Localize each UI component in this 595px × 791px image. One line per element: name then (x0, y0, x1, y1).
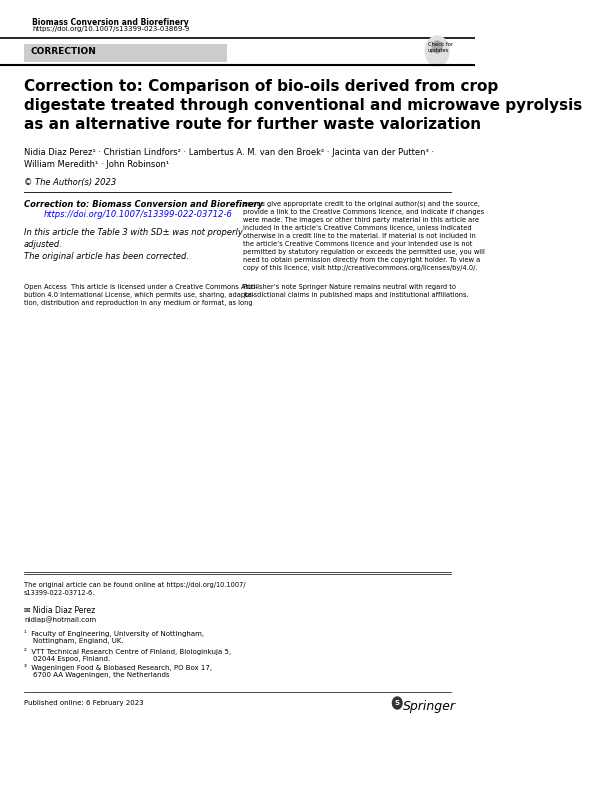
Text: CORRECTION: CORRECTION (30, 47, 96, 56)
Text: Correction to: Comparison of bio-oils derived from crop
digestate treated throug: Correction to: Comparison of bio-oils de… (24, 79, 582, 132)
Text: Published online: 6 February 2023: Published online: 6 February 2023 (24, 700, 143, 706)
Circle shape (425, 36, 449, 66)
Text: © The Author(s) 2023: © The Author(s) 2023 (24, 178, 116, 187)
Text: Nidia Diaz Perez¹ · Christian Lindfors² · Lambertus A. M. van den Broek² · Jacin: Nidia Diaz Perez¹ · Christian Lindfors² … (24, 148, 434, 168)
Text: ¹  Faculty of Engineering, University of Nottingham,
    Nottingham, England, UK: ¹ Faculty of Engineering, University of … (24, 630, 204, 645)
Text: Check for
updates: Check for updates (428, 42, 453, 53)
Text: Open Access  This article is licensed under a Creative Commons Attri-
bution 4.0: Open Access This article is licensed und… (24, 284, 258, 306)
Text: ✉ Nidia Diaz Perez: ✉ Nidia Diaz Perez (24, 606, 95, 615)
Text: ²  VTT Technical Research Centre of Finland, Biologinkuja 5,
    02044 Espoo, Fi: ² VTT Technical Research Centre of Finla… (24, 648, 231, 663)
Text: Springer: Springer (403, 700, 456, 713)
Text: Correction to: Biomass Conversion and Biorefinery: Correction to: Biomass Conversion and Bi… (24, 200, 263, 209)
Text: The original article has been corrected.: The original article has been corrected. (24, 252, 189, 261)
Text: The original article can be found online at https://doi.org/10.1007/: The original article can be found online… (24, 582, 246, 588)
Text: Biomass Conversion and Biorefinery: Biomass Conversion and Biorefinery (32, 18, 189, 27)
Text: ³  Wageningen Food & Biobased Research, PO Box 17,
    6700 AA Wageningen, the N: ³ Wageningen Food & Biobased Research, P… (24, 664, 212, 679)
Text: https://doi.org/10.1007/s13399-022-03712-6: https://doi.org/10.1007/s13399-022-03712… (44, 210, 233, 219)
Text: In this article the Table 3 with SD± was not properly
adjusted.: In this article the Table 3 with SD± was… (24, 228, 243, 249)
Circle shape (433, 41, 442, 53)
Text: S: S (394, 700, 400, 706)
Text: Publisher’s note Springer Nature remains neutral with regard to
jurisdictional c: Publisher’s note Springer Nature remains… (243, 284, 469, 298)
Text: https://doi.org/10.1007/s13399-023-03869-9: https://doi.org/10.1007/s13399-023-03869… (32, 26, 189, 32)
Text: as you give appropriate credit to the original author(s) and the source,
provide: as you give appropriate credit to the or… (243, 200, 485, 271)
Circle shape (393, 697, 402, 709)
FancyBboxPatch shape (24, 44, 227, 62)
Text: s13399-022-03712-6.: s13399-022-03712-6. (24, 590, 95, 596)
Text: nidiap@hotmail.com: nidiap@hotmail.com (24, 616, 96, 623)
